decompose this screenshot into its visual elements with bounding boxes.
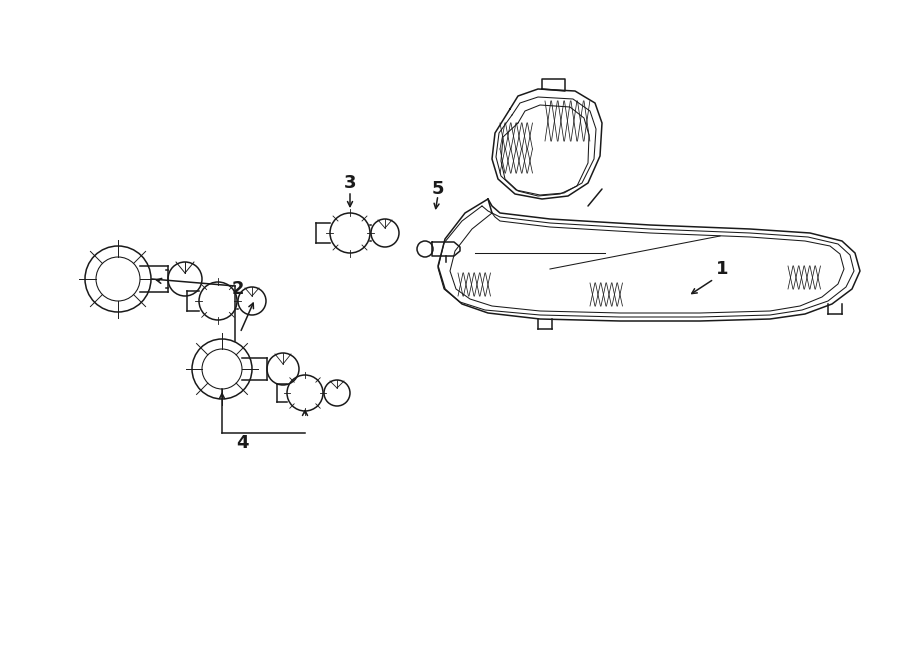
Text: 3: 3 (344, 174, 356, 192)
Text: 4: 4 (236, 434, 248, 452)
Text: 2: 2 (232, 280, 244, 298)
Text: 5: 5 (432, 180, 445, 198)
Text: 1: 1 (716, 260, 728, 278)
